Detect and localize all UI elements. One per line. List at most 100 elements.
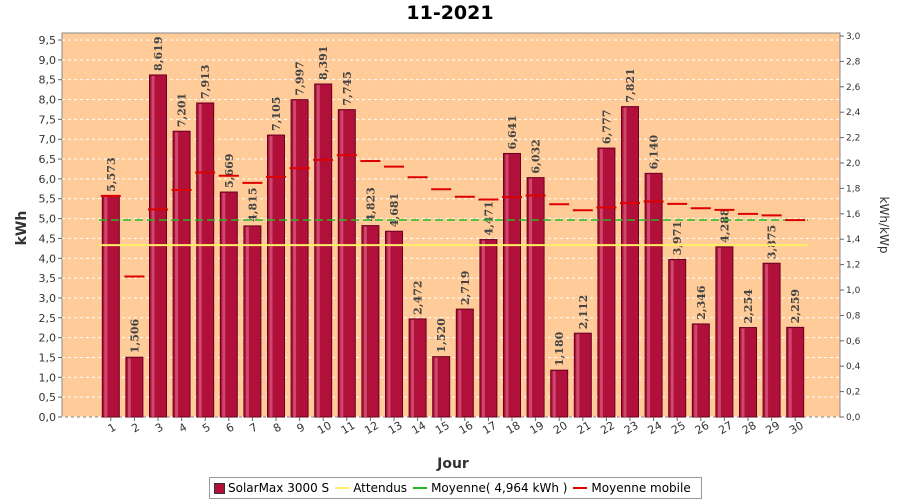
bar-value-label: 6,641	[506, 115, 519, 149]
x-tick-label: 21	[575, 419, 594, 437]
y-tick-label: 8,0	[39, 94, 57, 107]
y-tick-label: 9,0	[39, 54, 57, 67]
bar-highlight	[151, 75, 155, 417]
bar-highlight	[222, 193, 226, 417]
bar-value-label: 4,823	[364, 187, 377, 221]
bar-value-label: 8,391	[317, 46, 330, 80]
bar-highlight	[623, 107, 627, 417]
legend-item-moving-average: Moyenne mobile	[573, 481, 691, 495]
y-right-tick-label: 2,8	[846, 57, 861, 67]
y-tick-label: 3,0	[39, 292, 57, 305]
y-tick-label: 9,5	[39, 34, 57, 47]
legend-item-bars: SolarMax 3000 S	[214, 481, 329, 495]
legend-swatch-bars	[214, 482, 225, 494]
legend-item-expected: Attendus	[335, 481, 407, 495]
bar-highlight	[765, 264, 769, 417]
y-tick-label: 2,5	[39, 312, 57, 325]
x-tick-label: 6	[224, 421, 237, 436]
bar-highlight	[127, 358, 131, 417]
bar-value-label: 6,140	[648, 135, 661, 170]
bar-highlight	[104, 196, 108, 417]
y-right-tick-label: 2,4	[846, 108, 861, 118]
x-tick-label: 22	[598, 419, 617, 437]
bar-value-label: 6,777	[600, 110, 613, 144]
bar-value-label: 4,815	[246, 187, 259, 221]
bar-value-label: 2,472	[412, 280, 425, 314]
bar-highlight	[741, 328, 745, 417]
bar-highlight	[552, 371, 556, 417]
legend-label-expected: Attendus	[353, 481, 408, 495]
bar-highlight	[198, 103, 202, 417]
y-tick-label: 3,5	[39, 272, 57, 285]
legend-swatch-moving-average	[573, 487, 588, 489]
x-tick-label: 29	[764, 419, 783, 437]
x-tick-label: 28	[740, 419, 759, 437]
y-tick-label: 7,5	[39, 113, 57, 126]
bar-value-label: 6,032	[530, 139, 543, 173]
x-axis-label: Jour	[436, 456, 469, 472]
y-tick-label: 0,5	[39, 391, 57, 404]
y-right-tick-label: 1,6	[846, 210, 861, 220]
chart-title: 11-2021	[406, 2, 494, 24]
bar-value-label: 3,875	[766, 225, 779, 259]
y-tick-label: 4,5	[39, 232, 57, 245]
x-tick-label: 13	[386, 419, 405, 437]
bar-value-label: 4,288	[718, 208, 731, 243]
y-right-tick-label: 0,4	[846, 362, 861, 372]
bar-value-label: 2,346	[695, 285, 708, 320]
y-axis-label: kWh	[14, 211, 30, 246]
y-tick-label: 4,0	[39, 252, 57, 265]
x-tick-label: 16	[457, 419, 476, 437]
y-right-axis-label: kWh/kWp	[877, 197, 891, 254]
x-tick-label: 1	[106, 421, 119, 436]
chart-legend: SolarMax 3000 S Attendus Moyenne( 4,964 …	[209, 477, 702, 499]
y-tick-label: 6,0	[39, 173, 57, 186]
y-tick-label: 1,5	[39, 351, 57, 364]
bar-value-label: 3,971	[671, 221, 684, 255]
x-tick-label: 5	[200, 421, 213, 436]
y-tick-label: 1,0	[39, 371, 57, 384]
y-right-tick-label: 0,6	[846, 337, 861, 347]
bar-highlight	[576, 334, 580, 417]
legend-item-average: Moyenne( 4,964 kWh )	[413, 481, 567, 495]
y-right-tick-label: 0,8	[846, 311, 861, 321]
bar-highlight	[245, 226, 249, 417]
chart-svg: 0,0 0,5 1,0 1,5 2,0 2,5 3,0 3,5 4,0 4,5 5,0 5,5 6,0 6…	[14, 32, 891, 472]
bar-highlight	[458, 310, 462, 417]
y-tick-label: 5,0	[39, 213, 57, 226]
bar-value-label: 5,669	[223, 154, 236, 188]
x-tick-label: 7	[247, 421, 260, 436]
bar-highlight	[694, 324, 698, 417]
x-tick-label: 15	[433, 419, 452, 437]
bar-highlight	[316, 85, 320, 417]
x-tick-label: 24	[646, 419, 665, 437]
legend-swatch-average	[413, 487, 428, 489]
y-right-tick-label: 0,2	[846, 388, 860, 398]
plot-area	[61, 32, 841, 418]
bar-highlight	[647, 174, 651, 417]
y-right-tick-label: 1,2	[846, 261, 860, 271]
y-right-tick-label: 2,6	[846, 83, 861, 93]
bar-value-label: 2,719	[459, 271, 472, 305]
bar-highlight	[175, 132, 179, 417]
y-tick-label: 0,0	[39, 411, 57, 424]
x-tick-label: 3	[153, 421, 166, 436]
x-tick-label: 4	[177, 421, 190, 436]
y-tick-label: 7,0	[39, 133, 57, 146]
x-tick-label: 9	[295, 421, 308, 436]
x-tick-label: 25	[669, 419, 688, 437]
bar-value-label: 7,997	[294, 61, 307, 95]
bar-value-label: 2,254	[742, 289, 755, 324]
y-right-tick-label: 1,4	[846, 235, 861, 245]
bar-highlight	[340, 110, 344, 418]
bar-highlight	[363, 226, 367, 417]
legend-swatch-expected	[335, 487, 350, 489]
y-right-tick-label: 1,0	[846, 286, 861, 296]
bar-value-label: 4,681	[388, 193, 401, 227]
bar-highlight	[269, 136, 273, 417]
bar-highlight	[434, 357, 438, 417]
x-tick-label: 30	[787, 419, 806, 437]
bar-value-label: 1,180	[553, 331, 566, 366]
bar-highlight	[481, 240, 485, 417]
y-tick-label: 6,5	[39, 153, 57, 166]
